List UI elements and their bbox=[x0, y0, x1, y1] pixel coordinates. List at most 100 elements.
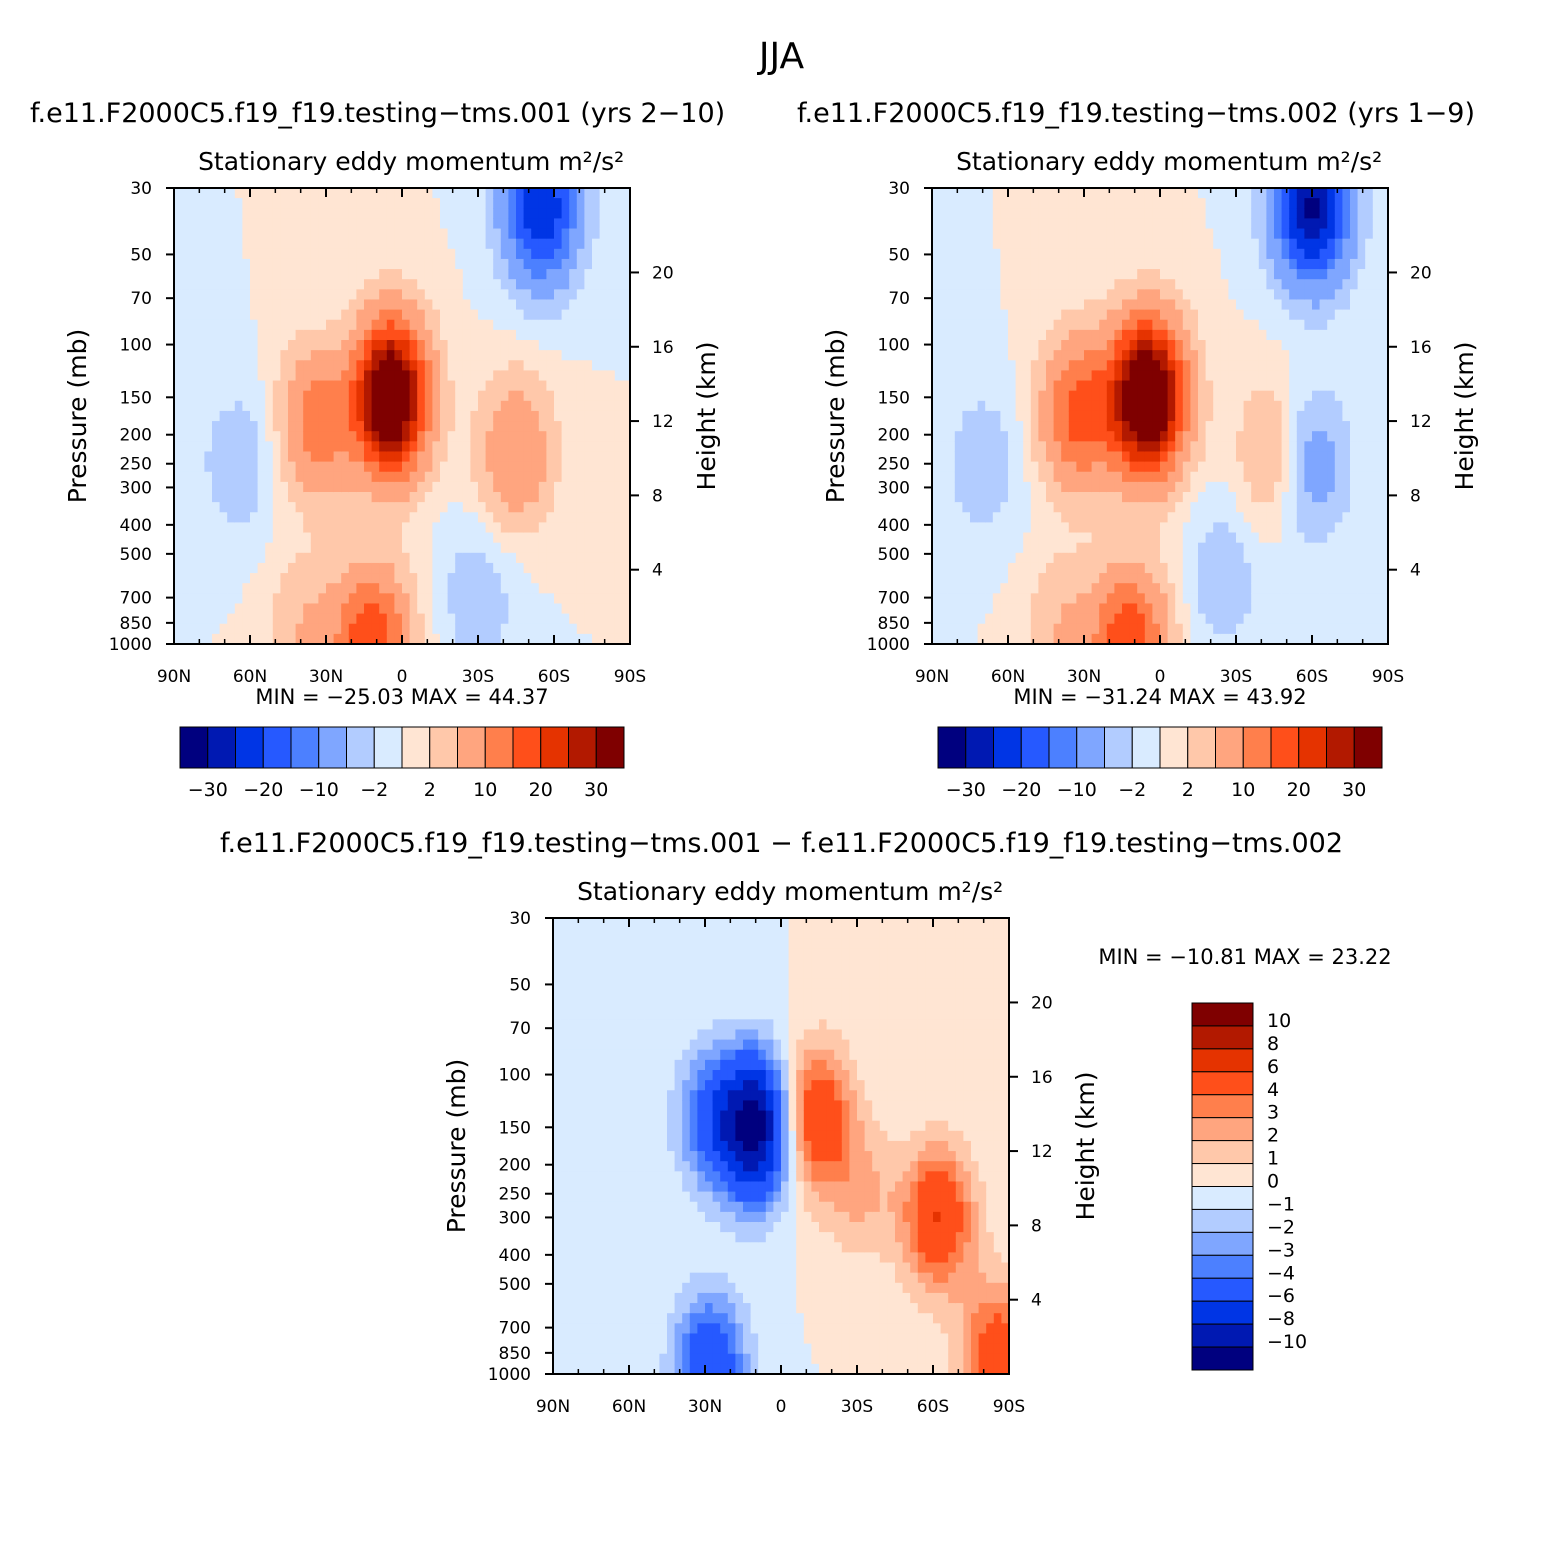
heatmap-cell bbox=[402, 542, 411, 554]
heatmap-cell bbox=[189, 258, 198, 270]
heatmap-cell bbox=[554, 613, 563, 625]
heatmap-cell bbox=[257, 309, 266, 321]
heatmap-cell bbox=[326, 329, 335, 341]
heatmap-cell bbox=[1251, 542, 1260, 554]
heatmap-cell bbox=[493, 188, 502, 199]
heatmap-cell bbox=[174, 603, 183, 615]
heatmap-cell bbox=[219, 188, 228, 199]
heatmap-cell bbox=[1114, 623, 1123, 635]
heatmap-cell bbox=[189, 380, 198, 392]
heatmap-cell bbox=[932, 258, 941, 270]
heatmap-cell bbox=[212, 370, 221, 382]
heatmap-cell bbox=[992, 319, 1001, 331]
heatmap-cell bbox=[181, 512, 190, 523]
heatmap-cell bbox=[250, 522, 259, 534]
heatmap-cell bbox=[1076, 502, 1085, 513]
heatmap-cell bbox=[310, 623, 319, 635]
heatmap-cell bbox=[318, 603, 327, 615]
colorbar-box bbox=[484, 726, 514, 769]
heatmap-cell bbox=[265, 441, 274, 453]
heatmap-cell bbox=[250, 502, 259, 513]
heatmap-cell bbox=[1243, 400, 1252, 412]
heatmap-cell bbox=[538, 309, 547, 321]
heatmap-cell bbox=[1274, 360, 1283, 371]
heatmap-cell bbox=[394, 269, 403, 280]
heatmap-cell bbox=[1000, 441, 1009, 453]
heatmap-cell bbox=[1076, 218, 1085, 230]
heatmap-cell bbox=[1137, 188, 1146, 199]
heatmap-cell bbox=[310, 370, 319, 382]
heatmap-cell bbox=[1061, 238, 1070, 250]
heatmap-cell bbox=[1144, 522, 1153, 534]
heatmap-cell bbox=[478, 431, 487, 442]
heatmap-cell bbox=[1137, 461, 1146, 473]
heatmap-cell bbox=[326, 573, 335, 584]
heatmap-cell bbox=[196, 461, 205, 473]
heatmap-cell bbox=[409, 289, 418, 301]
heatmap-cell bbox=[196, 198, 205, 209]
heatmap-cell bbox=[1281, 522, 1290, 534]
heatmap-cell bbox=[265, 410, 274, 422]
heatmap-cell bbox=[546, 410, 555, 422]
heatmap-cell bbox=[204, 218, 213, 230]
heatmap-cell bbox=[1281, 258, 1290, 270]
heatmap-cell bbox=[1167, 562, 1176, 574]
heatmap-cell bbox=[947, 593, 956, 605]
heatmap-cell bbox=[440, 228, 449, 240]
heatmap-cell bbox=[970, 258, 979, 270]
heatmap-cell bbox=[1251, 289, 1260, 301]
heatmap-cell bbox=[196, 319, 205, 331]
heatmap-cell bbox=[1175, 421, 1184, 432]
heatmap-cell bbox=[1008, 248, 1017, 260]
heatmap-cell bbox=[1015, 562, 1024, 574]
heatmap-cell bbox=[947, 269, 956, 280]
y-right-tick-label: 16 bbox=[652, 338, 674, 358]
heatmap-cell bbox=[1213, 370, 1222, 382]
heatmap-cell bbox=[181, 279, 190, 290]
heatmap-cell bbox=[447, 613, 456, 625]
heatmap-cell bbox=[985, 279, 994, 290]
heatmap-cell bbox=[1038, 593, 1047, 605]
heatmap-cell bbox=[1137, 228, 1146, 240]
heatmap-cell bbox=[1167, 441, 1176, 453]
heatmap-cell bbox=[1182, 471, 1191, 483]
heatmap-cell bbox=[1220, 562, 1229, 574]
heatmap-cell bbox=[1106, 340, 1115, 351]
heatmap-cell bbox=[341, 552, 350, 564]
heatmap-cell bbox=[242, 421, 251, 432]
heatmap-cell bbox=[280, 258, 289, 270]
heatmap-cell bbox=[1266, 481, 1275, 493]
heatmap-cell bbox=[348, 583, 357, 594]
heatmap-cell bbox=[204, 248, 213, 260]
heatmap-cell bbox=[569, 502, 578, 513]
heatmap-cell bbox=[947, 481, 956, 493]
heatmap-cell bbox=[1061, 370, 1070, 382]
heatmap-cell bbox=[196, 502, 205, 513]
heatmap-cell bbox=[1152, 593, 1161, 605]
heatmap-cell bbox=[1182, 370, 1191, 382]
heatmap-cell bbox=[394, 370, 403, 382]
heatmap-cell bbox=[1061, 471, 1070, 483]
heatmap-cell bbox=[1023, 461, 1032, 473]
heatmap-cell bbox=[417, 340, 426, 351]
heatmap-cell bbox=[295, 603, 304, 615]
heatmap-cell bbox=[1091, 421, 1100, 432]
heatmap-cell bbox=[257, 400, 266, 412]
heatmap-cell bbox=[614, 258, 623, 270]
heatmap-cell bbox=[272, 228, 281, 240]
heatmap-cell bbox=[985, 218, 994, 230]
heatmap-cell bbox=[1251, 481, 1260, 493]
heatmap-cell bbox=[1068, 248, 1077, 260]
heatmap-cell bbox=[1099, 421, 1108, 432]
heatmap-cell bbox=[212, 532, 221, 544]
heatmap-cell bbox=[348, 370, 357, 382]
heatmap-cell bbox=[992, 421, 1001, 432]
heatmap-cell bbox=[219, 258, 228, 270]
heatmap-cell bbox=[356, 370, 365, 382]
heatmap-cell bbox=[523, 400, 532, 412]
heatmap-cell bbox=[1137, 289, 1146, 301]
heatmap-cell bbox=[1046, 410, 1055, 422]
heatmap-cell bbox=[219, 370, 228, 382]
heatmap-cell bbox=[1023, 248, 1032, 260]
heatmap-cell bbox=[1053, 248, 1062, 260]
